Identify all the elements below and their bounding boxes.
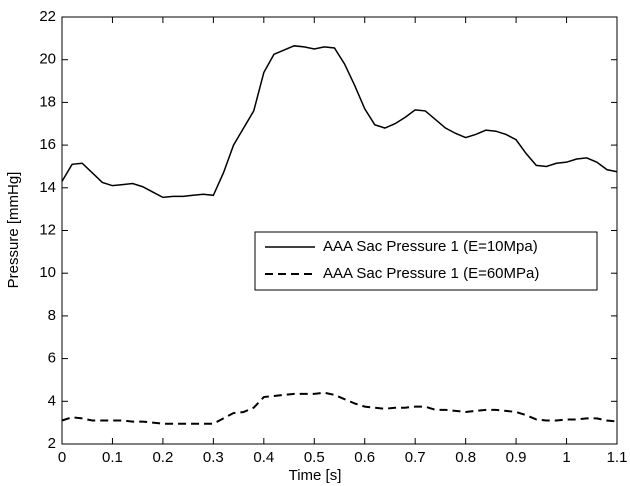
series-line bbox=[61, 391, 618, 425]
y-tick-label: 10 bbox=[39, 264, 56, 281]
legend-box bbox=[254, 231, 598, 291]
y-tick-label: 18 bbox=[39, 93, 56, 110]
x-tick-label: 1.1 bbox=[607, 449, 628, 466]
x-tick-label: 0.5 bbox=[304, 449, 325, 466]
x-tick-label: 0.9 bbox=[506, 449, 527, 466]
x-tick-label: 0 bbox=[58, 449, 66, 466]
y-tick-label: 2 bbox=[48, 435, 56, 452]
x-tick-label: 0.7 bbox=[405, 449, 426, 466]
series-line bbox=[61, 45, 618, 199]
y-tick-label: 8 bbox=[48, 307, 56, 324]
x-tick-label: 0.1 bbox=[102, 449, 123, 466]
x-tick-label: 1 bbox=[562, 449, 570, 466]
y-axis-label: Pressure [mmHg] bbox=[5, 172, 22, 289]
x-tick-label: 0.3 bbox=[203, 449, 224, 466]
y-tick-label: 20 bbox=[39, 51, 56, 68]
plot-frame bbox=[61, 16, 618, 445]
y-tick-label: 6 bbox=[48, 350, 56, 367]
x-axis-label: Time [s] bbox=[289, 467, 342, 484]
x-tick-label: 0.8 bbox=[455, 449, 476, 466]
x-tick-label: 0.4 bbox=[253, 449, 274, 466]
legend-label: AAA Sac Pressure 1 (E=60MPa) bbox=[323, 265, 539, 282]
y-tick-label: 16 bbox=[39, 136, 56, 153]
y-tick-label: 12 bbox=[39, 221, 56, 238]
x-tick-label: 0.6 bbox=[354, 449, 375, 466]
y-tick-label: 22 bbox=[39, 8, 56, 25]
y-tick-label: 4 bbox=[48, 392, 56, 409]
legend-label: AAA Sac Pressure 1 (E=10Mpa) bbox=[323, 238, 538, 255]
x-tick-label: 0.2 bbox=[152, 449, 173, 466]
y-tick-label: 14 bbox=[39, 179, 56, 196]
